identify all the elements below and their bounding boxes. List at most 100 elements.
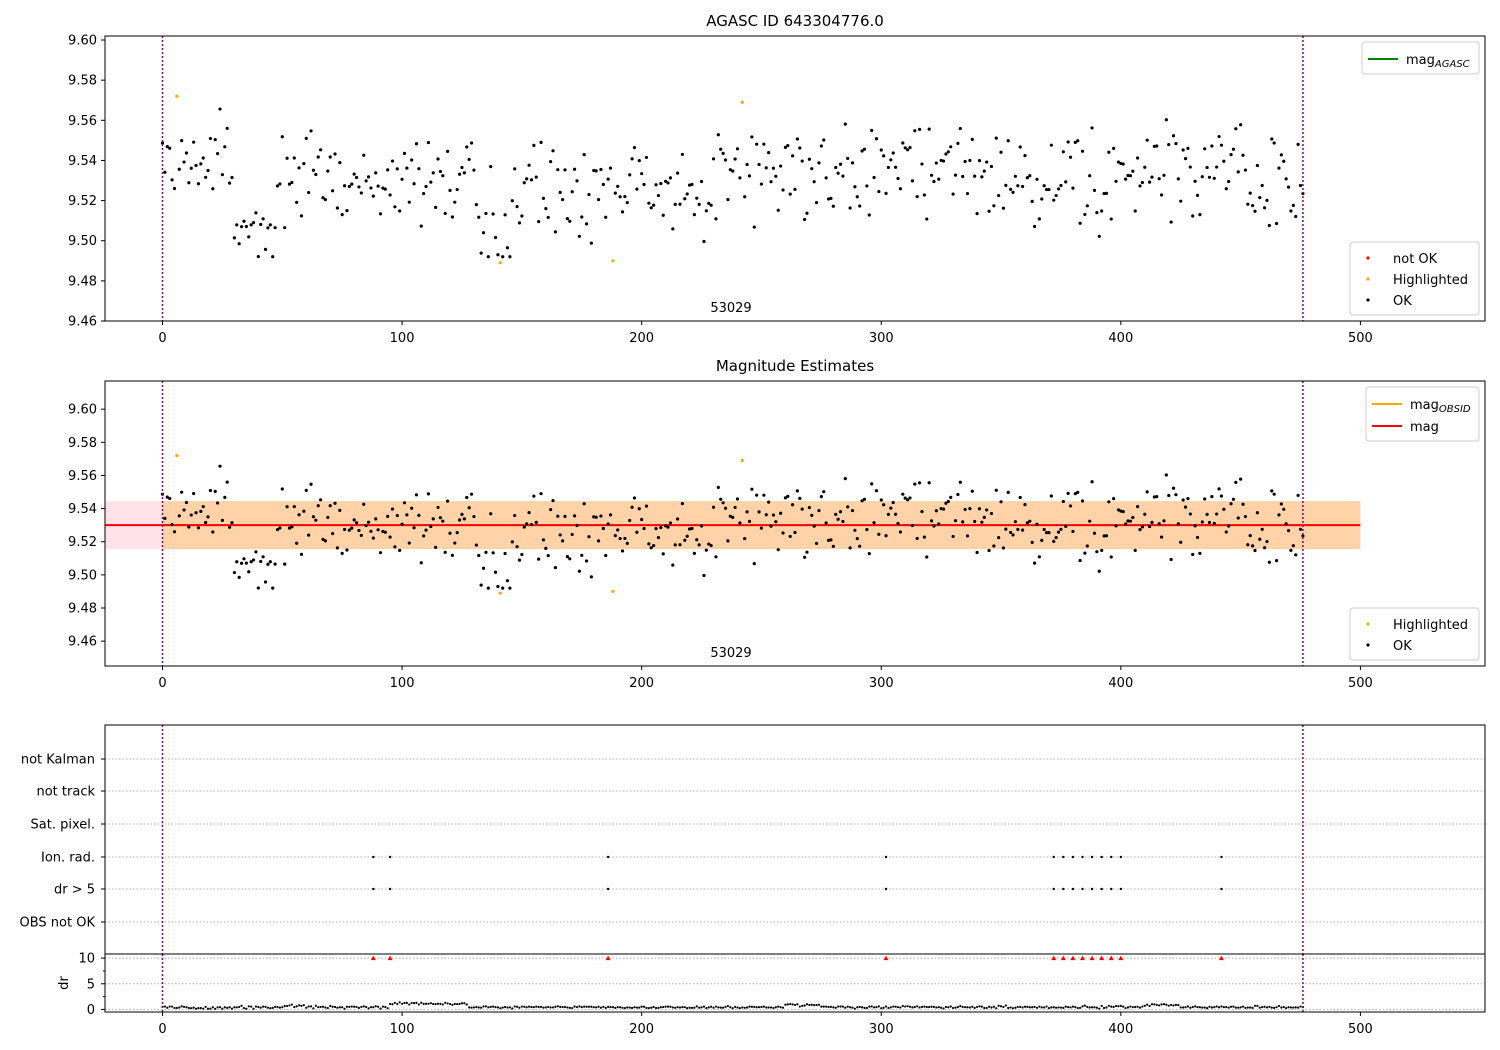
ok-point	[1042, 184, 1046, 188]
x-tick-label: 500	[1348, 676, 1373, 691]
ok-point	[165, 495, 169, 499]
ok-point	[997, 193, 1001, 198]
ok-point	[251, 558, 256, 562]
ok-point	[1085, 544, 1089, 548]
ok-point	[764, 513, 768, 517]
dr-point	[424, 1002, 428, 1005]
ok-point	[687, 527, 692, 531]
dr-point	[242, 1007, 246, 1010]
dr-point	[238, 1005, 241, 1009]
ok-point	[769, 524, 773, 528]
ok-point	[587, 192, 591, 197]
dr-point	[329, 1004, 332, 1008]
ok-point	[436, 157, 440, 161]
ok-point	[211, 530, 215, 534]
dr-point	[427, 1002, 430, 1005]
ok-point	[1253, 548, 1257, 553]
legend-marker-swatch	[1366, 643, 1370, 647]
ok-point	[1234, 480, 1238, 485]
highlighted-point	[740, 458, 744, 463]
ok-point	[1025, 176, 1029, 180]
dr-point	[1110, 1005, 1113, 1008]
dr-point	[1196, 1005, 1199, 1009]
ok-point	[1159, 193, 1164, 197]
ok-point	[676, 171, 680, 175]
ok-point	[735, 147, 740, 151]
y-tick-label: 9.48	[68, 274, 97, 289]
ok-point	[477, 215, 481, 219]
ok-point	[398, 548, 402, 552]
dr-point	[741, 1006, 744, 1009]
ok-point	[1279, 502, 1283, 506]
dr-point	[599, 1006, 603, 1009]
highlighted-point	[498, 261, 502, 265]
ok-point	[934, 161, 938, 165]
ok-point	[398, 209, 402, 213]
ok-point	[992, 544, 996, 548]
dr-point	[1143, 1004, 1146, 1007]
ok-point	[474, 543, 478, 547]
ok-point	[486, 586, 490, 590]
ok-point	[290, 180, 294, 185]
ok-point	[244, 224, 248, 229]
ok-point	[450, 215, 454, 219]
ok-point	[1028, 519, 1032, 523]
dr-point	[760, 1005, 763, 1009]
ok-point	[1222, 507, 1226, 511]
ok-point	[1289, 548, 1293, 552]
ok-point	[1255, 511, 1259, 515]
ok-point	[733, 157, 737, 161]
dr-point	[1251, 1006, 1254, 1009]
ok-point	[321, 196, 325, 200]
dr-point	[1213, 1006, 1216, 1009]
ok-point	[1195, 535, 1200, 540]
dr-point	[666, 1005, 670, 1008]
dr-point	[247, 1005, 250, 1008]
ok-point	[558, 190, 562, 194]
panel-agasc-points	[160, 94, 1305, 265]
dr-point	[403, 1001, 406, 1005]
ok-point	[719, 497, 723, 501]
ok-point	[656, 193, 661, 198]
ok-point	[1109, 555, 1113, 559]
dr-point	[1038, 1005, 1041, 1008]
ok-point	[412, 182, 416, 186]
dr-point	[738, 1006, 741, 1010]
ok-point	[728, 514, 732, 518]
dr-point	[743, 1006, 746, 1009]
dr-point	[777, 1005, 780, 1008]
dr-point	[822, 1005, 825, 1008]
ok-point	[1231, 497, 1236, 501]
ok-point	[604, 553, 608, 558]
ok-point	[239, 561, 244, 565]
ok-point	[1009, 187, 1013, 191]
dr-point	[1002, 1005, 1005, 1009]
ok-point	[1301, 534, 1305, 538]
ok-point	[728, 168, 732, 172]
dr-point	[923, 1005, 926, 1008]
ok-point	[496, 584, 500, 589]
ok-point	[929, 173, 934, 177]
x-tick-label: 500	[1348, 1022, 1373, 1037]
ok-point	[541, 196, 546, 200]
ok-point	[1114, 524, 1118, 528]
dr-point	[837, 1005, 840, 1008]
ok-point	[553, 230, 558, 234]
ok-point	[1126, 173, 1130, 178]
ok-point	[1193, 179, 1197, 183]
ok-point	[1090, 480, 1094, 484]
ok-point	[1095, 550, 1099, 554]
dr-point	[872, 1006, 876, 1009]
ok-point	[1270, 137, 1274, 141]
ok-point	[247, 235, 251, 239]
dr-point	[762, 1005, 765, 1008]
ok-point	[1071, 529, 1075, 534]
ok-point	[589, 575, 593, 579]
highlighted-point	[175, 94, 179, 98]
flag-point	[1071, 887, 1075, 891]
ok-point	[747, 174, 752, 178]
panel-dr-frame	[104, 953, 1486, 1013]
dr-point	[1265, 1006, 1269, 1009]
dr-point	[952, 1006, 955, 1010]
ok-point	[1236, 516, 1240, 520]
